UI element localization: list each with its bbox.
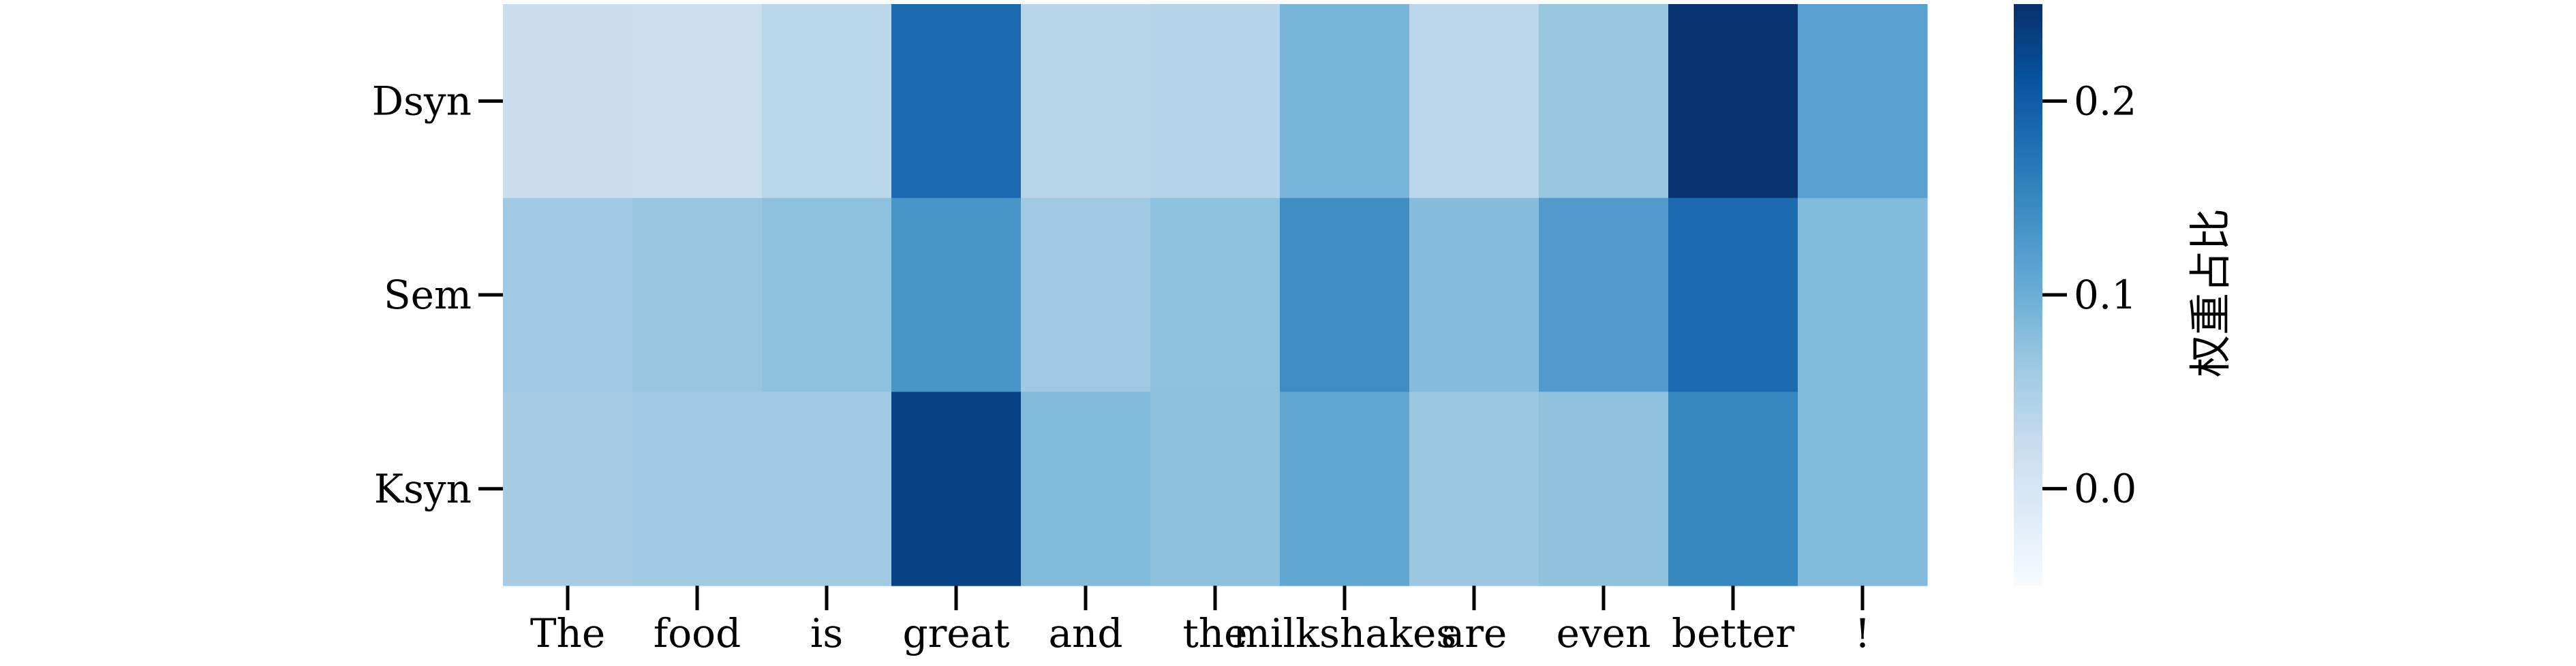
x-tick-label: and [1048,610,1122,656]
heatmap-cell-sem-8 [1409,197,1539,392]
heatmap-cells [503,4,1928,586]
x-tick-label: great [902,610,1009,656]
heatmap-cell-sem-6 [1150,197,1281,392]
heatmap-cell-dsyn-11 [1798,4,1928,199]
heatmap-cell-sem-5 [1021,197,1151,392]
heatmap-cell-ksyn-7 [1280,392,1410,586]
colorbar-tick-label: 0.0 [2074,466,2136,512]
heatmap-cell-ksyn-4 [891,392,1022,586]
heatmap-cell-sem-2 [632,197,763,392]
y-axis: Dsyn Sem Ksyn [372,78,503,512]
heatmap-cell-ksyn-8 [1409,392,1539,586]
colorbar-gradient [2014,4,2042,586]
x-tick-label: better [1672,610,1794,656]
y-tick-label: Dsyn [372,78,472,124]
colorbar-tick-label: 0.1 [2074,272,2136,318]
heatmap-cell-ksyn-11 [1798,392,1928,586]
heatmap-cell-dsyn-6 [1150,4,1281,199]
heatmap-cell-dsyn-3 [762,4,892,199]
heatmap-cell-sem-9 [1539,197,1669,392]
x-tick-label: ! [1854,610,1870,656]
heatmap-cell-sem-11 [1798,197,1928,392]
x-tick-label: The [530,610,605,656]
heatmap-cell-sem-10 [1668,197,1798,392]
heatmap-cell-sem-1 [503,197,633,392]
heatmap-cell-dsyn-4 [891,4,1022,199]
heatmap-cell-sem-7 [1280,197,1410,392]
y-tick-label: Ksyn [374,466,472,512]
heatmap-cell-dsyn-10 [1668,4,1798,199]
heatmap-cell-dsyn-5 [1021,4,1151,199]
heatmap-cell-dsyn-1 [503,4,633,199]
heatmap-cell-ksyn-1 [503,392,633,586]
heatmap-cell-ksyn-10 [1668,392,1798,586]
heatmap-cell-sem-4 [891,197,1022,392]
heatmap-cell-sem-3 [762,197,892,392]
heatmap-cell-ksyn-2 [632,392,763,586]
colorbar-label: 权重占比 [2186,208,2235,377]
heatmap-cell-ksyn-3 [762,392,892,586]
x-tick-label: the [1183,610,1248,656]
x-tick-label: even [1557,610,1651,656]
colorbar: 0.0 0.1 0.2 [2014,4,2136,586]
x-tick-label: are [1441,610,1507,656]
x-tick-label: is [810,610,843,656]
x-tick-label: milkshakes [1233,610,1456,656]
heatmap-cell-ksyn-5 [1021,392,1151,586]
heatmap-cell-dsyn-7 [1280,4,1410,199]
x-tick-label: food [654,610,741,656]
heatmap-cell-dsyn-2 [632,4,763,199]
heatmap-cell-dsyn-9 [1539,4,1669,199]
heatmap-cell-dsyn-8 [1409,4,1539,199]
heatmap-cell-ksyn-9 [1539,392,1669,586]
heatmap-cell-ksyn-6 [1150,392,1281,586]
colorbar-tick-label: 0.2 [2074,78,2136,124]
y-tick-label: Sem [384,272,472,318]
